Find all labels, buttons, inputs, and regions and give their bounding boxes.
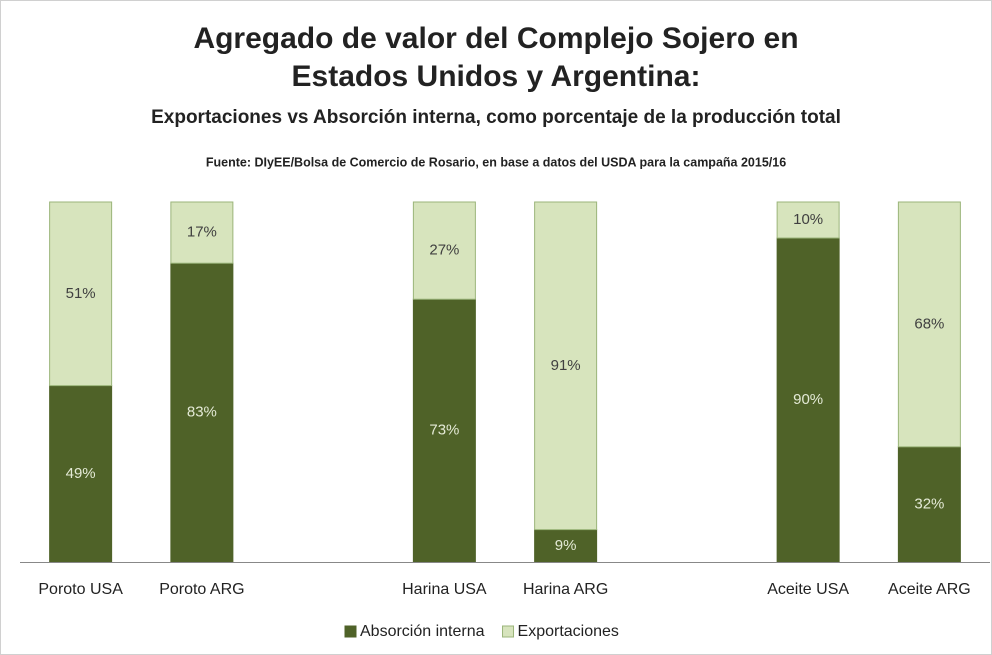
x-tick-label: Harina ARG bbox=[523, 581, 608, 598]
data-label: 73% bbox=[429, 422, 459, 439]
chart-source: Fuente: DIyEE/Bolsa de Comercio de Rosar… bbox=[206, 155, 786, 169]
x-tick-label: Poroto ARG bbox=[159, 581, 244, 598]
bar-segment bbox=[776, 201, 840, 239]
x-tick-label: Aceite ARG bbox=[888, 581, 971, 598]
bar-segment bbox=[534, 201, 598, 531]
data-label: 9% bbox=[555, 537, 577, 554]
legend-swatch bbox=[502, 625, 515, 638]
legend-label: Exportaciones bbox=[518, 623, 619, 640]
data-label: 27% bbox=[429, 242, 459, 259]
data-label: 17% bbox=[187, 224, 217, 241]
data-label: 49% bbox=[66, 465, 96, 482]
bar-segment bbox=[897, 446, 961, 563]
legend-label: Absorción interna bbox=[360, 623, 485, 640]
legend-swatch bbox=[344, 625, 357, 638]
bar-segment bbox=[412, 298, 476, 563]
data-label: 51% bbox=[66, 285, 96, 302]
bar-segment bbox=[412, 201, 476, 300]
data-label: 32% bbox=[914, 495, 944, 512]
x-tick-label: Poroto USA bbox=[38, 581, 123, 598]
x-tick-label: Harina USA bbox=[402, 581, 487, 598]
chart-title: Estados Unidos y Argentina: bbox=[292, 60, 701, 93]
data-label: 83% bbox=[187, 404, 217, 421]
bar-segment bbox=[49, 385, 113, 563]
data-label: 10% bbox=[793, 211, 823, 228]
data-label: 90% bbox=[793, 391, 823, 408]
chart-title: Agregado de valor del Complejo Sojero en bbox=[193, 22, 798, 55]
bar-segment bbox=[170, 201, 234, 264]
bar-segment bbox=[897, 201, 961, 448]
data-label: 68% bbox=[914, 315, 944, 332]
bar-segment bbox=[49, 201, 113, 387]
data-label: 91% bbox=[551, 357, 581, 374]
chart-subtitle: Exportaciones vs Absorción interna, como… bbox=[151, 107, 841, 128]
x-tick-label: Aceite USA bbox=[767, 581, 849, 598]
